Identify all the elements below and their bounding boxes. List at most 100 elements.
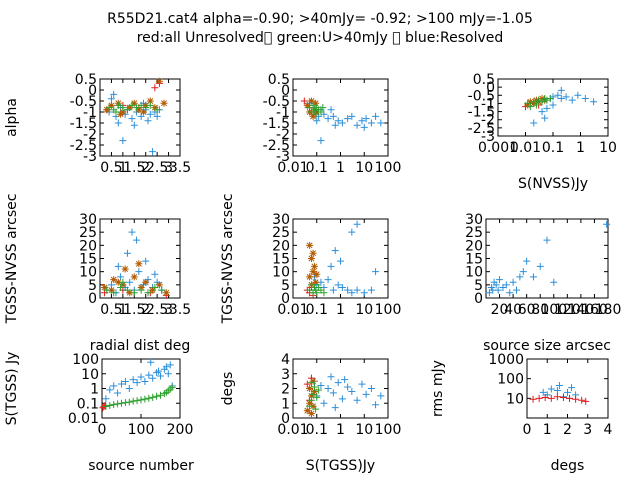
x-tick-label: 1.5 xyxy=(123,160,145,176)
data-point xyxy=(135,260,143,268)
x-axis-label: degs xyxy=(551,458,585,474)
data-point xyxy=(550,278,558,286)
y-tick-label: 15 xyxy=(272,252,290,268)
x-tick-label: 0.1 xyxy=(306,302,328,318)
data-point xyxy=(353,286,361,294)
data-point xyxy=(307,410,315,418)
series-green xyxy=(102,383,176,411)
y-axis-label: TGSS-NVSS arcsec xyxy=(4,194,20,325)
data-point xyxy=(543,96,551,104)
data-point xyxy=(529,273,537,281)
data-point xyxy=(603,220,611,228)
figure-title-line1: R55D21.cat4 alpha=-0.90; >40mJy= -0.92; … xyxy=(107,11,533,27)
data-point xyxy=(128,115,136,123)
data-point xyxy=(582,397,590,405)
data-point xyxy=(334,379,342,387)
data-point xyxy=(541,114,549,122)
x-tick-label: 0.01 xyxy=(277,302,308,318)
data-point xyxy=(128,228,136,236)
data-point xyxy=(554,91,562,99)
y-tick-label: 0 xyxy=(88,291,97,307)
data-point xyxy=(331,121,339,129)
data-point xyxy=(377,392,385,400)
data-point xyxy=(581,95,589,103)
y-tick-label: 10 xyxy=(506,391,524,407)
series-green xyxy=(306,101,327,118)
data-point xyxy=(114,262,122,270)
x-tick-label: 80 xyxy=(531,302,549,318)
data-point xyxy=(102,395,110,403)
data-point xyxy=(149,393,157,401)
data-point xyxy=(559,394,567,402)
series-blue xyxy=(530,86,598,127)
series-green xyxy=(103,278,166,297)
data-point xyxy=(506,289,514,297)
y-tick-label: -2 xyxy=(481,113,495,129)
data-point xyxy=(310,262,318,270)
x-tick-label: 120 xyxy=(554,302,581,318)
data-point xyxy=(135,268,143,276)
data-point xyxy=(147,358,155,366)
data-point xyxy=(307,396,315,404)
y-tick-label: 25 xyxy=(79,225,97,241)
data-point xyxy=(535,394,543,402)
data-point xyxy=(118,380,125,388)
data-point xyxy=(353,220,361,228)
y-tick-label: -0.5 xyxy=(468,88,495,104)
data-point xyxy=(162,363,170,371)
data-point xyxy=(121,265,129,273)
data-point xyxy=(144,117,152,125)
data-point xyxy=(547,385,555,393)
data-point xyxy=(327,262,335,270)
y-tick-label: -3 xyxy=(481,129,495,145)
data-point xyxy=(530,119,538,127)
series-green xyxy=(524,95,554,111)
data-point xyxy=(166,361,174,369)
series-green xyxy=(105,101,161,116)
x-tick-label: 10 xyxy=(355,160,373,176)
x-tick-label: 200 xyxy=(167,422,194,438)
data-point xyxy=(329,112,337,120)
data-point xyxy=(315,386,323,394)
data-point xyxy=(377,119,385,127)
y-tick-label: 100 xyxy=(72,352,99,368)
y-tick-label: 0 xyxy=(281,411,290,427)
data-point xyxy=(348,289,356,297)
x-tick-label: 10 xyxy=(355,302,373,318)
data-point xyxy=(117,110,125,118)
data-point xyxy=(358,117,366,125)
data-point xyxy=(106,402,114,410)
y-tick-label: 15 xyxy=(465,252,483,268)
x-tick-label: 0 xyxy=(523,422,532,438)
y-tick-label: 0.5 xyxy=(473,72,495,88)
x-tick-label: 0.1 xyxy=(306,422,328,438)
y-tick-label: 15 xyxy=(79,252,97,268)
data-point xyxy=(107,95,115,103)
panel-p1: 0.511.522.533.50.50-0.5-1-1.5-2-2.5-3alp… xyxy=(4,72,191,176)
data-point xyxy=(327,106,335,114)
data-point xyxy=(145,371,153,379)
data-point xyxy=(119,137,127,145)
axes-frame xyxy=(526,358,609,419)
series-blue xyxy=(310,373,385,412)
data-point xyxy=(101,283,109,291)
data-point xyxy=(155,367,163,375)
data-point xyxy=(151,104,159,112)
y-tick-label: 0 xyxy=(88,83,97,99)
x-tick-label: 3 xyxy=(583,422,592,438)
series-green xyxy=(306,281,328,297)
data-point xyxy=(502,281,510,289)
data-point xyxy=(303,101,311,109)
data-point xyxy=(123,286,131,294)
data-point xyxy=(105,104,113,112)
y-axis-label: degs xyxy=(220,372,236,406)
y-tick-label: -2 xyxy=(276,127,290,143)
data-point xyxy=(529,395,537,403)
y-tick-label: 10 xyxy=(272,265,290,281)
x-tick-label: 140 xyxy=(568,302,595,318)
data-point xyxy=(309,249,317,257)
x-tick-label: 10 xyxy=(355,422,373,438)
x-axis-label: source size arcsec xyxy=(483,338,611,354)
data-point xyxy=(146,101,154,109)
